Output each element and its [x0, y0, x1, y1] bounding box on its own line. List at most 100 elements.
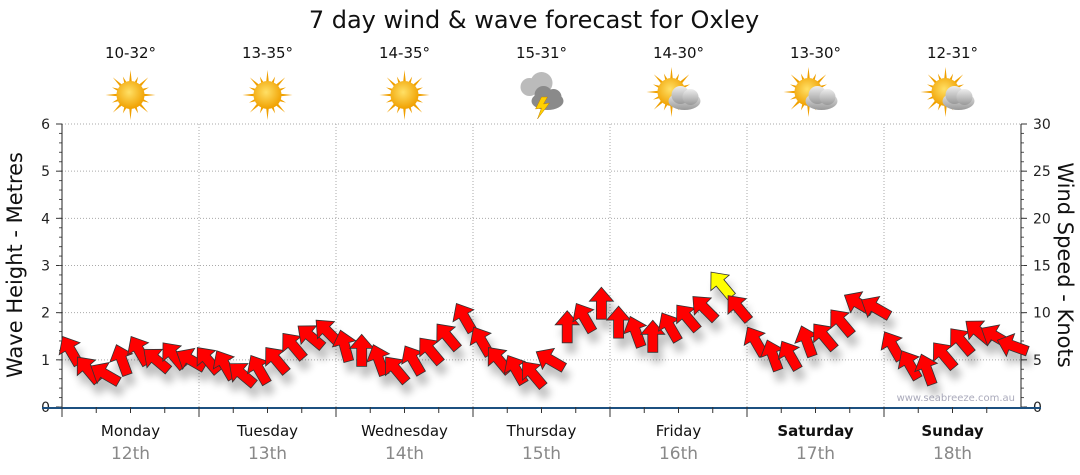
- wind-arrow: [727, 295, 754, 324]
- sun-ray: [112, 102, 124, 113]
- day-name: Thursday: [506, 422, 577, 440]
- day-date: 18th: [933, 444, 972, 464]
- cloud-puff: [956, 89, 973, 105]
- wind-arrow: [143, 348, 173, 375]
- wind-arrows: [58, 271, 1030, 391]
- day-date: 17th: [796, 444, 835, 464]
- wind-arrow: [176, 347, 208, 373]
- wind-arrow: [196, 347, 223, 376]
- sun-ray: [678, 74, 690, 85]
- sun-ray: [242, 93, 256, 97]
- day-name: Saturday: [777, 422, 854, 440]
- temperature-range: 10-32°: [105, 44, 156, 62]
- sun-ray: [129, 106, 132, 120]
- sun-ray: [249, 102, 261, 113]
- wind-arrow: [830, 309, 856, 339]
- sun-disc: [253, 81, 282, 109]
- sun-disc: [116, 81, 145, 109]
- chart-title: 7 day wind & wave forecast for Oxley: [309, 6, 759, 34]
- sunny-icon: [105, 70, 156, 120]
- day-date: 12th: [111, 444, 150, 464]
- sun-ray: [807, 67, 810, 81]
- storm-icon: [520, 72, 564, 120]
- day-date: 16th: [659, 444, 698, 464]
- sun-ray: [653, 74, 665, 85]
- temperature-range: 14-30°: [653, 44, 704, 62]
- sun-ray: [403, 70, 406, 84]
- day-date: 14th: [385, 444, 424, 464]
- temperature-range: 15-31°: [516, 44, 567, 62]
- wind-arrow: [436, 323, 462, 353]
- y-axis-label: Wave Height - Metres: [3, 152, 27, 378]
- partly-cloudy-icon: [646, 67, 701, 117]
- sun-ray: [653, 99, 665, 110]
- day-name: Sunday: [921, 422, 984, 440]
- y-tick-label: 6: [41, 117, 50, 133]
- wind-arrow: [366, 344, 391, 378]
- day-name: Monday: [101, 422, 160, 440]
- y-tick-label: 2: [41, 306, 50, 322]
- sun-ray: [379, 93, 393, 97]
- wind-arrow: [996, 333, 1030, 358]
- cloud-puff: [682, 89, 699, 105]
- sun-ray: [815, 74, 827, 85]
- temperature-range: 14-35°: [379, 44, 430, 62]
- sun-disc: [390, 81, 419, 109]
- lightning-bolt: [535, 96, 551, 120]
- wind-arrow: [572, 303, 598, 335]
- sun-ray: [266, 106, 269, 120]
- sun-ray: [944, 67, 947, 81]
- day-date: 15th: [522, 444, 561, 464]
- y2-tick-label: 5: [1033, 353, 1042, 369]
- wind-arrow: [90, 362, 122, 387]
- sun-ray: [670, 103, 673, 117]
- sun-ray: [646, 90, 660, 94]
- sun-ray: [142, 93, 156, 97]
- y-tick-label: 3: [41, 259, 50, 275]
- watermark: www.seabreeze.com.au: [897, 393, 1015, 404]
- y2-tick-label: 10: [1033, 306, 1051, 322]
- day-name: Tuesday: [236, 422, 298, 440]
- sun-ray: [274, 77, 286, 88]
- sun-ray: [274, 102, 286, 113]
- sun-ray: [386, 77, 398, 88]
- wind-arrow: [229, 363, 258, 389]
- wind-arrow: [452, 303, 478, 335]
- sunny-icon: [379, 70, 430, 120]
- temperature-range: 13-30°: [790, 44, 841, 62]
- sun-ray: [920, 90, 934, 94]
- partly-cloudy-icon: [783, 67, 838, 117]
- sun-ray: [403, 106, 406, 120]
- partly-cloudy-icon: [920, 67, 975, 117]
- cloud-puff: [819, 89, 836, 105]
- sun-ray: [952, 74, 964, 85]
- sun-ray: [112, 77, 124, 88]
- sun-ray: [807, 103, 810, 117]
- wind-arrow: [777, 340, 803, 373]
- wind-arrow: [331, 329, 357, 363]
- y-tick-label: 4: [41, 211, 50, 227]
- day-name: Wednesday: [361, 422, 448, 440]
- day-date: 13th: [248, 444, 287, 464]
- sun-ray: [411, 102, 423, 113]
- sun-ray: [137, 77, 149, 88]
- sun-ray: [129, 70, 132, 84]
- y2-tick-label: 25: [1033, 164, 1051, 180]
- y2-tick-label: 30: [1033, 117, 1051, 133]
- sun-ray: [279, 93, 293, 97]
- wind-arrow: [692, 296, 720, 324]
- sun-ray: [266, 70, 269, 84]
- y-tick-label: 5: [41, 164, 50, 180]
- wind-arrow: [109, 344, 134, 378]
- cloud-puff: [545, 89, 562, 105]
- wind-arrow: [297, 325, 327, 351]
- day-headers: 10-32° Monday 12th 13-35° Tuesday 13th 14-35° W…: [101, 44, 984, 464]
- sun-ray: [105, 93, 119, 97]
- sun-ray: [783, 90, 797, 94]
- day-name: Friday: [656, 422, 702, 440]
- wind-arrow: [588, 286, 615, 320]
- sun-ray: [416, 93, 430, 97]
